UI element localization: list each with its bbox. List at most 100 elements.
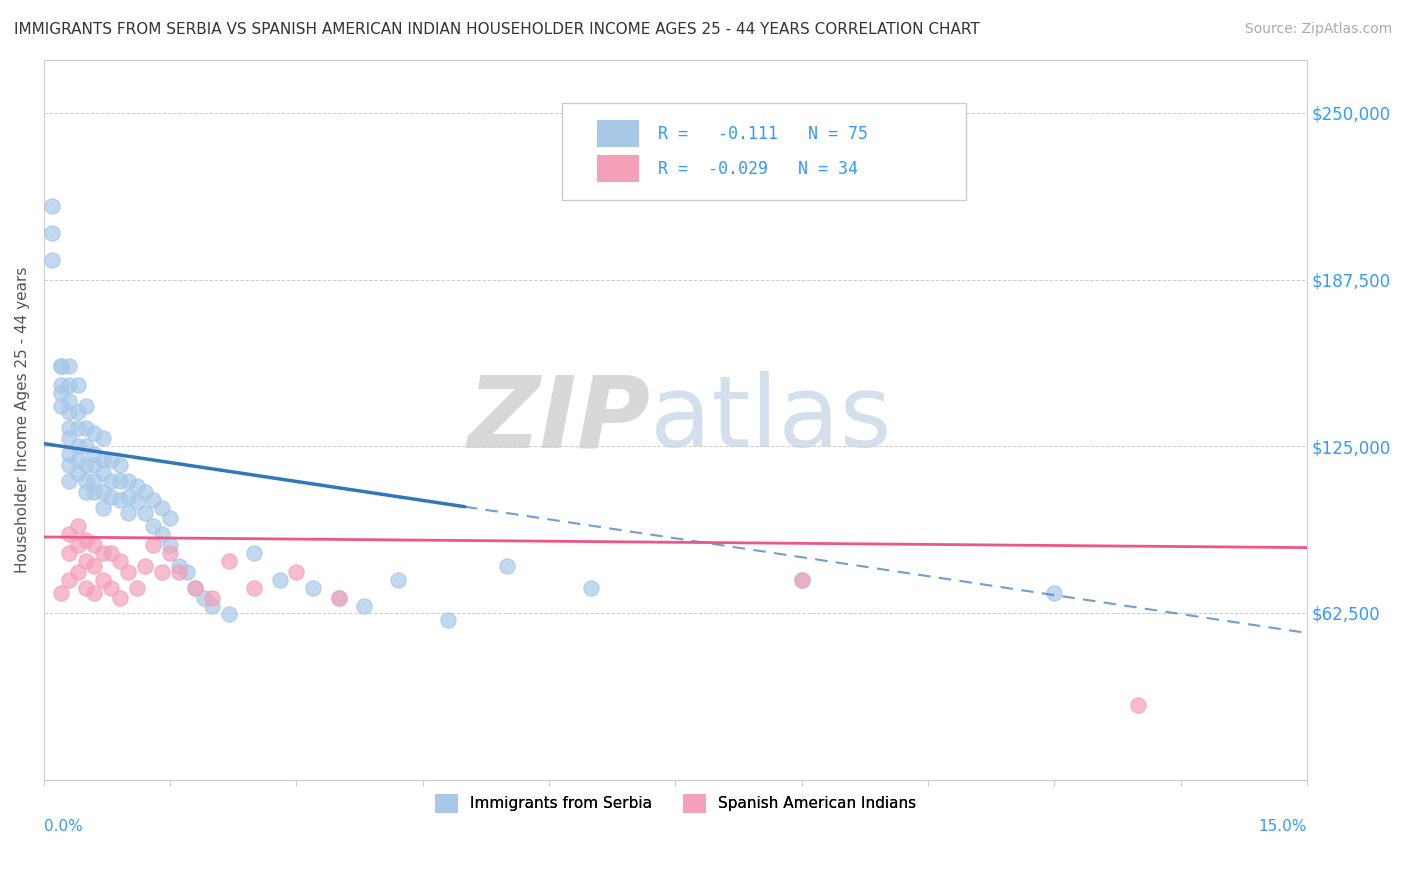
Point xyxy=(58,447,80,461)
Text: R =  -0.029   N = 34: R = -0.029 N = 34 xyxy=(658,160,858,178)
Point xyxy=(201,599,224,614)
Point xyxy=(302,581,325,595)
FancyBboxPatch shape xyxy=(562,103,966,200)
Point xyxy=(49,386,72,401)
Text: atlas: atlas xyxy=(650,371,891,468)
Point xyxy=(328,591,350,606)
Text: IMMIGRANTS FROM SERBIA VS SPANISH AMERICAN INDIAN HOUSEHOLDER INCOME AGES 25 - 4: IMMIGRANTS FROM SERBIA VS SPANISH AMERIC… xyxy=(14,22,980,37)
Point xyxy=(269,573,291,587)
Point xyxy=(75,458,97,472)
Point xyxy=(125,495,148,509)
Point xyxy=(579,581,602,595)
Point xyxy=(66,439,89,453)
Point xyxy=(58,573,80,587)
Point xyxy=(437,613,460,627)
Point xyxy=(134,484,156,499)
Point xyxy=(167,565,190,579)
Point xyxy=(108,474,131,488)
Point xyxy=(83,447,105,461)
Point xyxy=(58,359,80,374)
Point xyxy=(66,452,89,467)
Point xyxy=(100,546,122,560)
Point xyxy=(117,506,139,520)
Point xyxy=(58,404,80,418)
Text: ZIP: ZIP xyxy=(467,371,650,468)
Point xyxy=(100,490,122,504)
Point xyxy=(91,500,114,515)
Point xyxy=(285,565,308,579)
Point xyxy=(66,404,89,418)
Point xyxy=(159,538,181,552)
Point xyxy=(66,378,89,392)
Point xyxy=(91,452,114,467)
Point xyxy=(1128,698,1150,712)
Point xyxy=(117,565,139,579)
Point xyxy=(790,573,813,587)
Point xyxy=(75,581,97,595)
Point xyxy=(75,484,97,499)
Point xyxy=(49,378,72,392)
Point xyxy=(176,565,198,579)
Point xyxy=(142,538,165,552)
Point xyxy=(91,466,114,480)
Point xyxy=(125,581,148,595)
Point xyxy=(150,565,173,579)
Point xyxy=(125,479,148,493)
Point xyxy=(150,500,173,515)
Point xyxy=(58,431,80,445)
Point xyxy=(243,546,266,560)
Point xyxy=(91,431,114,445)
Point xyxy=(184,581,207,595)
Point xyxy=(201,591,224,606)
Point xyxy=(58,378,80,392)
Point xyxy=(134,506,156,520)
Point xyxy=(41,252,63,267)
Point xyxy=(58,420,80,434)
Text: Source: ZipAtlas.com: Source: ZipAtlas.com xyxy=(1244,22,1392,37)
Point xyxy=(66,420,89,434)
Point xyxy=(75,533,97,547)
Point xyxy=(83,484,105,499)
Point xyxy=(75,439,97,453)
Point xyxy=(142,492,165,507)
Point xyxy=(91,573,114,587)
Point xyxy=(75,554,97,568)
Point xyxy=(108,458,131,472)
Point xyxy=(49,359,72,374)
Point xyxy=(150,527,173,541)
Point xyxy=(108,492,131,507)
Point xyxy=(184,581,207,595)
Point xyxy=(91,484,114,499)
Point xyxy=(134,559,156,574)
Point xyxy=(83,559,105,574)
Point xyxy=(100,474,122,488)
Y-axis label: Householder Income Ages 25 - 44 years: Householder Income Ages 25 - 44 years xyxy=(15,267,30,573)
Point xyxy=(790,573,813,587)
Point xyxy=(58,458,80,472)
Point xyxy=(159,511,181,525)
Point xyxy=(66,565,89,579)
Point xyxy=(83,474,105,488)
Point xyxy=(83,586,105,600)
Point xyxy=(75,420,97,434)
Point xyxy=(328,591,350,606)
Point xyxy=(1043,586,1066,600)
Point xyxy=(49,586,72,600)
Point xyxy=(75,399,97,413)
Point xyxy=(193,591,215,606)
Point xyxy=(117,474,139,488)
Point xyxy=(58,474,80,488)
Point xyxy=(100,452,122,467)
Point xyxy=(49,359,72,374)
Text: 0.0%: 0.0% xyxy=(44,819,83,834)
Point xyxy=(66,519,89,533)
Point xyxy=(496,559,519,574)
Point xyxy=(49,399,72,413)
Point xyxy=(58,393,80,408)
Point xyxy=(387,573,409,587)
Point xyxy=(75,474,97,488)
Point xyxy=(108,554,131,568)
Point xyxy=(58,527,80,541)
Point xyxy=(353,599,375,614)
Point xyxy=(66,538,89,552)
